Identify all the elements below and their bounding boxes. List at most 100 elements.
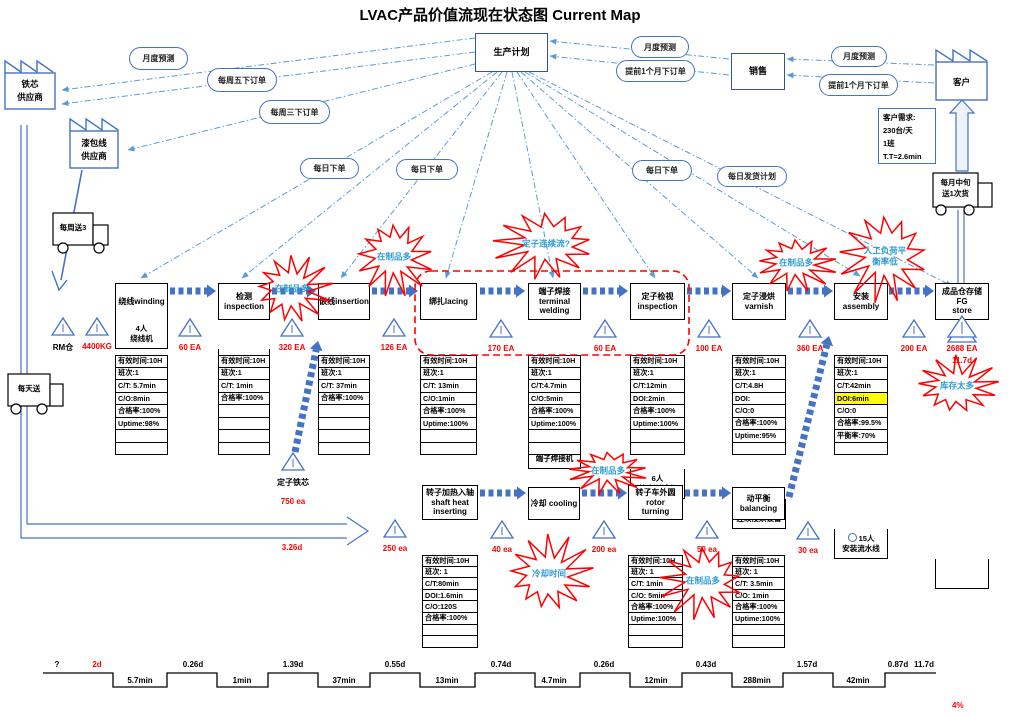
process-box-resources bbox=[935, 559, 989, 589]
process-metric-row: 合格率:100% bbox=[732, 601, 785, 613]
inventory-triangle-icon bbox=[489, 519, 515, 539]
process-box-title: 动平衡 balancing bbox=[732, 487, 785, 520]
info-flow-oval: 每周五下订单 bbox=[207, 68, 277, 92]
process-metric-row: 有效时间:10H bbox=[628, 555, 683, 567]
problem-starburst-label: 在制品多 bbox=[376, 251, 412, 262]
process-metric-row: C/O:0 bbox=[732, 405, 786, 418]
inventory-qty-label: 320 EA bbox=[278, 343, 306, 352]
info-flow-oval: 每日下单 bbox=[300, 158, 359, 179]
process-metric-row: 有效时间:10H bbox=[528, 355, 581, 368]
problem-starburst-label: 在制品多 bbox=[274, 283, 310, 294]
inventory-qty-label: 60 EA bbox=[178, 343, 202, 352]
process-metric-row: 有效时间:10H bbox=[420, 355, 477, 368]
value-ratio-label: 4% bbox=[952, 701, 964, 710]
process-metric-row: C/O: 1min bbox=[732, 589, 785, 602]
wait-time-label: 0.87d bbox=[887, 660, 909, 669]
process-time-label: 12min bbox=[644, 676, 668, 685]
process-metric-row: DOI:6min bbox=[834, 392, 888, 405]
process-metric-row: Uptime:100% bbox=[420, 417, 477, 430]
process-metric-row: C/T: 5.7min bbox=[115, 380, 168, 393]
inventory-qty-label: 170 EA bbox=[487, 344, 515, 353]
process-metric-row bbox=[218, 430, 270, 443]
process-box-title: 定子检视 inspection bbox=[630, 283, 685, 320]
process-metric-row: C/O:0 bbox=[834, 405, 888, 418]
process-metric-row bbox=[420, 430, 477, 443]
process-box-title: 安装assembly bbox=[834, 283, 888, 320]
inventory-qty-label: 250 ea bbox=[382, 544, 408, 553]
process-metric-row: DOI:1.6min bbox=[422, 589, 478, 602]
process-metric-row: 班次:1 bbox=[318, 367, 370, 380]
process-metric-row: C/O:1min bbox=[420, 392, 477, 405]
customer-label: 客户 bbox=[952, 76, 970, 87]
inventory-triangle-icon bbox=[694, 519, 720, 539]
process-metric-row: C/T:12min bbox=[630, 380, 685, 393]
process-metric-row bbox=[732, 636, 785, 648]
process-metric-row: 班次:1 bbox=[630, 367, 685, 380]
process-metric-row: C/T: 37min bbox=[318, 380, 370, 393]
process-box-title: 绕线winding bbox=[115, 283, 168, 320]
process-metric-row bbox=[422, 624, 478, 637]
process-metric-row bbox=[528, 430, 581, 443]
process-metric-row: 合格率:99.5% bbox=[834, 417, 888, 430]
process-metric-row bbox=[218, 442, 270, 455]
sales-label: 销售 bbox=[748, 65, 767, 76]
process-metric-row: Uptime:100% bbox=[628, 613, 683, 625]
customer-demand-box: 客户需求: 230台/天 1班 T.T=2.6min bbox=[878, 108, 936, 164]
inventory-triangle-icon bbox=[280, 451, 306, 471]
process-metric-row bbox=[732, 442, 786, 455]
process-metric-row: 班次:1 bbox=[528, 367, 581, 380]
process-metric-row: C/O:5min bbox=[528, 392, 581, 405]
info-flow-oval: 月度预测 bbox=[831, 46, 887, 67]
process-metric-row bbox=[732, 624, 785, 637]
inventory-days-label: 11.7d bbox=[951, 356, 973, 365]
process-metric-row: 合格率:100% bbox=[528, 405, 581, 418]
process-metric-row: 班次: 1 bbox=[732, 566, 785, 579]
process-metric-row bbox=[318, 417, 370, 430]
process-metric-row: 平衡率:70% bbox=[834, 430, 888, 443]
process-metric-row bbox=[628, 624, 683, 637]
process-metric-row bbox=[318, 430, 370, 443]
process-time-label: 1min bbox=[232, 676, 252, 685]
process-metric-row bbox=[834, 442, 888, 455]
process-metric-row: 有效时间:10H bbox=[834, 355, 888, 368]
wait-time-label: 0.55d bbox=[384, 660, 406, 669]
process-metric-row bbox=[528, 442, 581, 455]
process-metric-row: C/T: 3.5min bbox=[732, 578, 785, 590]
process-metric-row: 合格率:100% bbox=[318, 392, 370, 405]
process-metric-row bbox=[115, 442, 168, 455]
process-metric-row bbox=[628, 636, 683, 648]
problem-starburst-label: 在制品多 bbox=[590, 465, 626, 476]
process-time-label: 37min bbox=[332, 676, 356, 685]
process-metric-row: 班次: 1 bbox=[422, 566, 478, 579]
process-metric-row: 有效时间:10H bbox=[422, 555, 478, 567]
weekly-truck-label: 每周送3 bbox=[59, 223, 87, 232]
inventory-qty-label: 定子铁芯 bbox=[277, 478, 309, 487]
inventory-qty-label: 50 ea bbox=[696, 545, 718, 554]
production-plan-box: 生产计划 bbox=[475, 33, 548, 72]
inventory-triangle-icon bbox=[382, 518, 408, 538]
process-box-resources: 4人 绕线机 bbox=[115, 319, 168, 349]
process-metric-row: 班次:1 bbox=[420, 367, 477, 380]
process-metric-row: Uptime:100% bbox=[732, 613, 785, 625]
problem-starburst-label: 在制品多 bbox=[685, 575, 721, 586]
process-metric-row bbox=[318, 405, 370, 418]
process-metric-row: 有效时间:10H bbox=[732, 355, 786, 368]
sales-box: 销售 bbox=[731, 53, 785, 90]
wait-time-label: 1.57d bbox=[796, 660, 818, 669]
inventory-qty-label: 100 EA bbox=[695, 344, 723, 353]
process-metric-row: 有效时间:10H bbox=[318, 355, 370, 368]
process-box-title: 检测 inspection bbox=[218, 283, 270, 320]
process-metric-row: C/T: 1min bbox=[218, 380, 270, 393]
page-title: LVAC产品价值流现在状态图 Current Map bbox=[359, 7, 641, 24]
process-metric-row: 合格率:100% bbox=[218, 392, 270, 405]
process-metric-row: 合格率:100% bbox=[420, 405, 477, 418]
monthly-truck-label: 每月中旬 送1次货 bbox=[940, 178, 971, 198]
process-metric-row: Uptime:100% bbox=[630, 417, 685, 430]
process-metric-row: 有效时间:10H bbox=[630, 355, 685, 368]
process-box-title: 冷却 cooling bbox=[528, 487, 580, 520]
info-flow-oval: 每日下单 bbox=[632, 160, 692, 181]
process-metric-row: 班次:1 bbox=[732, 367, 786, 380]
process-time-label: 5.7min bbox=[127, 676, 153, 685]
inventory-qty-label: 40 ea bbox=[491, 545, 513, 554]
wait-time-label: 1.39d bbox=[282, 660, 304, 669]
